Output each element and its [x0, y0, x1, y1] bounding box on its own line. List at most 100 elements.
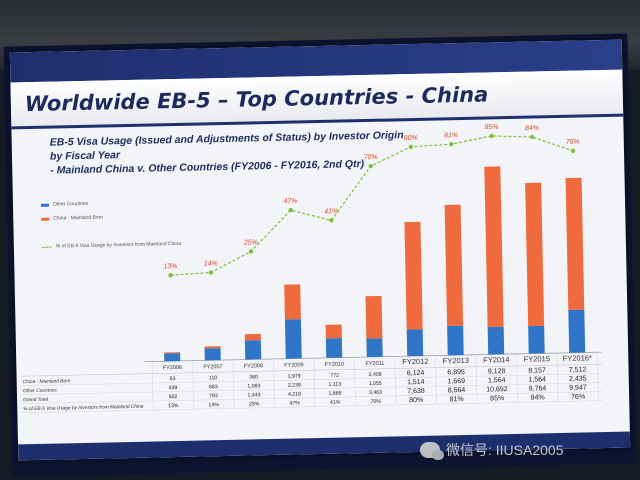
table-cell-2-7: 8,564 [448, 387, 466, 394]
pct-point-10 [570, 148, 576, 154]
table-cell-1-7: 1,669 [447, 378, 465, 385]
table-cell-1-8: 1,564 [488, 377, 506, 384]
bar-other-10 [568, 309, 586, 353]
table-cell-3-7: 81% [450, 396, 464, 403]
table-row-label-2: Grand Total [23, 397, 49, 404]
bar-china-5 [365, 295, 383, 339]
bar-china-3 [284, 284, 301, 320]
pct-label-9: 84% [525, 125, 539, 132]
table-cell-3-1: 14% [208, 402, 219, 408]
table-cell-0-4: 772 [330, 373, 339, 379]
table-col-rule-11 [597, 352, 599, 401]
table-cell-3-4: 41% [330, 400, 341, 406]
table-header-rule [20, 363, 602, 377]
table-col-rule-3 [273, 358, 275, 408]
table-col-rule-0 [151, 361, 154, 411]
table-cell-1-10: 2,435 [569, 375, 587, 382]
pct-point-9 [529, 134, 535, 140]
bar-other-4 [325, 338, 343, 358]
category-label-6: FY2012 [402, 357, 428, 367]
bar-other-5 [366, 338, 383, 358]
table-cell-3-6: 80% [409, 397, 423, 404]
table-cell-0-8: 9,128 [488, 368, 506, 375]
table-row-rule-0 [20, 373, 602, 386]
table-col-rule-1 [192, 360, 194, 410]
pct-label-1: 14% [204, 260, 218, 267]
pct-label-8: 85% [484, 124, 498, 131]
category-label-4: FY2010 [325, 362, 344, 368]
category-label-5: FY2011 [365, 361, 384, 367]
pct-label-7: 81% [444, 132, 458, 139]
table-cell-0-5: 2,408 [369, 372, 382, 378]
table-row-rule-3 [21, 400, 603, 413]
table-cell-2-10: 9,947 [569, 384, 587, 391]
table-cell-2-0: 502 [169, 394, 178, 400]
table-cell-2-1: 793 [209, 393, 218, 399]
table-cell-1-3: 2,239 [288, 382, 301, 388]
pct-point-8 [489, 133, 494, 139]
table-row-label-1: Other Countries [23, 388, 58, 395]
pct-label-2: 25% [243, 239, 258, 246]
table-row-rule-2 [21, 391, 603, 404]
pct-label-6: 80% [404, 135, 418, 142]
table-cell-3-10: 76% [571, 393, 585, 400]
bar-other-1 [204, 348, 221, 361]
table-cell-3-5: 70% [370, 399, 381, 405]
table-cell-1-1: 683 [209, 384, 218, 390]
table-cell-2-3: 4,218 [288, 391, 301, 397]
table-col-rule-5 [354, 357, 356, 406]
table-cell-1-9: 1,564 [528, 376, 546, 383]
pct-point-0 [168, 273, 173, 278]
table-cell-0-0: 63 [170, 376, 176, 382]
category-label-7: FY2013 [443, 356, 469, 366]
pct-point-1 [208, 270, 214, 275]
bar-china-10 [565, 177, 585, 311]
bar-other-7 [447, 325, 464, 356]
wechat-icon [420, 442, 444, 460]
table-row-label-0: China - Mainland Born [23, 378, 71, 385]
table-cell-2-2: 1,443 [247, 392, 260, 398]
pct-point-2 [248, 249, 254, 254]
bar-other-2 [244, 340, 262, 360]
table-col-rule-7 [435, 355, 437, 405]
table-cell-1-0: 439 [168, 385, 177, 391]
table-cell-0-10: 7,512 [569, 366, 587, 373]
table-col-rule-4 [313, 358, 316, 407]
pct-point-7 [449, 141, 454, 147]
bar-china-8 [484, 166, 504, 328]
bar-china-7 [444, 204, 464, 327]
table-cell-0-3: 1,979 [288, 373, 301, 379]
table-cell-0-6: 6,124 [407, 370, 425, 377]
bar-china-2 [244, 333, 261, 341]
table-cell-1-5: 1,055 [369, 381, 382, 387]
table-cell-0-1: 110 [209, 375, 218, 381]
bar-china-1 [204, 346, 221, 349]
pct-point-4 [329, 218, 334, 223]
bar-other-6 [406, 329, 424, 357]
table-cell-2-4: 1,885 [328, 391, 341, 397]
bar-other-9 [528, 325, 545, 354]
table-cell-2-6: 7,638 [407, 388, 425, 395]
category-label-1: FY2007 [203, 364, 222, 370]
bar-china-0 [164, 352, 181, 354]
table-cell-3-0: 13% [168, 403, 179, 409]
pct-label-5: 70% [363, 154, 377, 161]
table-cell-2-5: 3,463 [369, 390, 382, 396]
table-cell-3-3: 47% [289, 400, 300, 406]
pct-point-6 [408, 144, 414, 150]
category-label-0: FY2006 [163, 365, 182, 371]
category-label-3: FY2009 [284, 362, 303, 368]
table-cell-0-7: 6,895 [447, 369, 465, 376]
table-cell-0-2: 360 [249, 374, 258, 380]
pct-label-3: 47% [283, 198, 297, 205]
bar-other-8 [487, 326, 505, 355]
table-col-rule-10 [556, 353, 559, 402]
category-label-8: FY2014 [483, 355, 509, 365]
pct-label-10: 76% [566, 139, 580, 146]
table-cell-1-4: 1,113 [328, 382, 341, 388]
table-col-rule-9 [516, 353, 518, 403]
bar-other-3 [284, 319, 302, 359]
table-cell-3-2: 25% [249, 401, 260, 407]
table-col-rule-2 [232, 359, 235, 409]
pct-label-0: 13% [163, 263, 177, 270]
